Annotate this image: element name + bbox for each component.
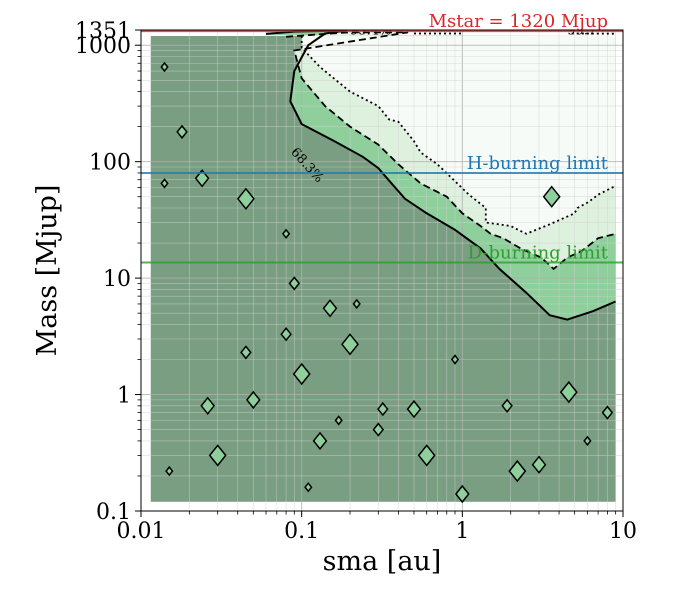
contour-island (417, 444, 436, 467)
contour-island (280, 326, 292, 342)
contour-island (160, 61, 169, 73)
y-tick-label: 0.1 (96, 500, 131, 525)
contour-island (208, 444, 227, 467)
y-tick-label: 1351 (75, 19, 131, 44)
contour-island (194, 169, 210, 188)
y-tick-label: 1 (117, 384, 131, 409)
contour-island (322, 299, 338, 318)
contour-island (292, 362, 311, 386)
x-tick-label: 10 (609, 519, 637, 544)
contour-island (377, 401, 389, 417)
contour-island (304, 481, 313, 493)
contour-island (406, 399, 422, 419)
contour-island (583, 435, 592, 447)
x-tick-label: 1 (455, 519, 469, 544)
x-tick-label: 0.01 (117, 519, 166, 544)
contour-island (160, 178, 169, 189)
contour-line-95 (286, 31, 616, 271)
contour-island (601, 405, 614, 420)
contour-label-95: 95.4% (350, 23, 391, 38)
contour-island (240, 345, 252, 360)
contour-line-68 (265, 30, 616, 321)
y-tick-label: 100 (89, 151, 131, 176)
contour-island (236, 187, 255, 211)
contour-island (312, 431, 328, 451)
grid (141, 30, 623, 511)
contour-island (559, 380, 578, 404)
contour-island (542, 185, 561, 208)
contour-island (372, 422, 385, 437)
contour-island (450, 354, 460, 365)
y-tick-label: 10 (103, 267, 131, 292)
contour-island (501, 398, 513, 414)
reference-label-mstar: Mstar = 1320 Mjup (429, 11, 608, 32)
contour-island (245, 390, 261, 410)
contour-island (165, 465, 174, 477)
fill-region-99 (301, 36, 616, 234)
y-tick-label: 1000 (75, 34, 131, 59)
contour-island (281, 228, 291, 240)
contour-island (200, 396, 216, 416)
plot-clip-group: 68.3%95.4% 99.7 (141, 23, 623, 511)
x-axis-title: sma [au] (323, 546, 442, 577)
contour-island (352, 298, 361, 310)
contour-label-99: 99.7 (567, 23, 596, 38)
contour-island (508, 459, 527, 483)
contour-island (334, 415, 343, 426)
contour-island (531, 455, 547, 474)
x-tick-label: 0.1 (284, 519, 319, 544)
contour-island (454, 484, 470, 504)
reference-label-h-burning: H-burning limit (467, 153, 609, 174)
contour-island (176, 124, 188, 140)
contour-island (288, 276, 301, 291)
reference-label-d-burning: D-burning limit (468, 243, 609, 264)
axes-frame (140, 29, 624, 512)
y-axis-title: Mass [Mjup] (32, 185, 63, 357)
contour-island (341, 333, 359, 356)
